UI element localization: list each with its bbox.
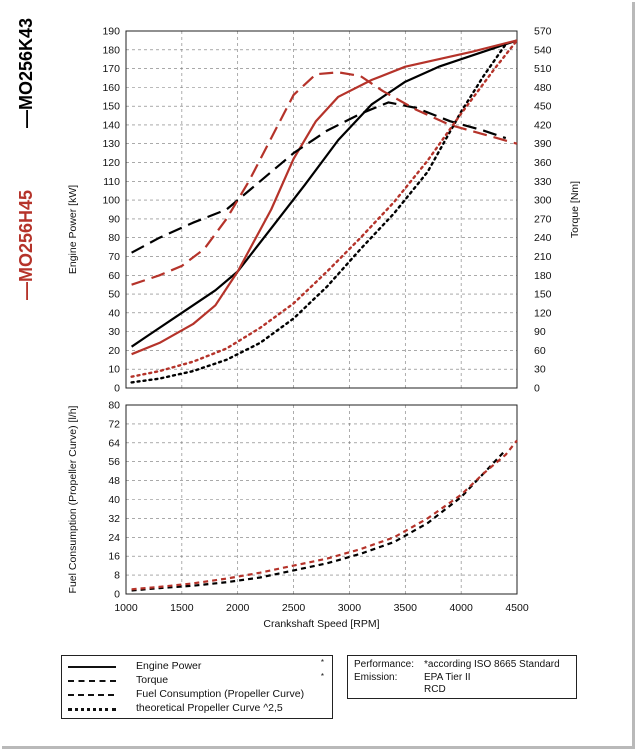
y-tick-label-left: 130 <box>102 138 120 150</box>
x-tick-label: 2000 <box>226 602 250 614</box>
legend-star: * <box>320 672 324 681</box>
y-tick-label-left: 0 <box>114 383 120 395</box>
fuel-series-line-red-short-dash <box>131 439 518 591</box>
info-box: Performance: *according ISO 8665 Standar… <box>347 655 577 699</box>
plot-frame-upper <box>125 30 518 389</box>
legend-item-engine-power: Engine Power * <box>68 658 328 673</box>
y-tick-label-right: 120 <box>534 307 552 319</box>
y-tick-label-right: 480 <box>534 82 552 94</box>
y-tick-label-right: 540 <box>534 44 552 56</box>
y-axis-title-lower: Fuel Consumption (Propeller Curve) [l/h] <box>67 405 79 593</box>
y-tick-label-left: 110 <box>103 176 120 188</box>
performance-value: *according ISO 8665 Standard <box>424 659 560 670</box>
y-tick-label-left: 60 <box>108 270 120 282</box>
y-tick-label-left: 40 <box>108 307 120 319</box>
y-tick-label-right: 90 <box>534 326 546 338</box>
legend-swatch-dash <box>68 680 116 682</box>
legend-label: Engine Power <box>136 660 202 672</box>
y-tick-label-right: 270 <box>534 213 552 225</box>
y-tick-label-left: 150 <box>102 101 120 113</box>
fuel-series-line-black-short-dash <box>131 449 507 592</box>
y-tick-label-right: 450 <box>534 101 552 113</box>
x-tick-label: 1500 <box>170 602 194 614</box>
series-line-red-solid <box>131 39 518 356</box>
y-tick-label-lower: 8 <box>114 570 120 582</box>
model-labels: —MO256K43 —MO256H45 <box>16 0 46 320</box>
x-tick-label: 2500 <box>282 602 306 614</box>
x-tick-label: 4500 <box>505 602 529 614</box>
y-tick-label-lower: 40 <box>108 494 120 506</box>
x-tick-label: 3500 <box>394 602 418 614</box>
y-tick-label-right: 510 <box>534 63 552 75</box>
legend-swatch-solid <box>68 666 116 668</box>
y-tick-label-left: 100 <box>102 195 120 207</box>
series-line-black-solid <box>130 39 518 348</box>
legend-swatch-dot <box>68 708 116 711</box>
plot-frame-lower <box>125 404 518 595</box>
y-tick-label-right: 60 <box>534 345 546 357</box>
y-tick-label-left: 160 <box>102 82 120 94</box>
y-tick-label-lower: 32 <box>108 513 120 525</box>
y-tick-label-left: 30 <box>108 326 120 338</box>
legend-label: Fuel Consumption (Propeller Curve) <box>136 688 305 700</box>
y-tick-label-right: 330 <box>534 176 552 188</box>
y-tick-label-left: 120 <box>102 157 120 169</box>
y-tick-label-left: 90 <box>108 213 120 225</box>
legend-item-propeller-curve: theoretical Propeller Curve ^2,5 <box>68 702 328 715</box>
performance-label: Performance: <box>354 659 415 670</box>
y-tick-label-right: 150 <box>534 289 552 301</box>
y-tick-label-left: 170 <box>102 63 120 75</box>
series-line-red-dot <box>130 39 519 378</box>
y-tick-label-lower: 72 <box>108 418 120 430</box>
x-axis-title: Crankshaft Speed [RPM] <box>263 618 379 630</box>
y-axis-title-right: Torque [Nm] <box>569 181 581 238</box>
y-tick-label-right: 360 <box>534 157 552 169</box>
y-tick-label-right: 570 <box>534 26 552 38</box>
y-tick-label-left: 70 <box>108 251 120 263</box>
legend-label: theoretical Propeller Curve ^2,5 <box>136 702 283 714</box>
legend-item-fuel-consumption: Fuel Consumption (Propeller Curve) <box>68 688 328 701</box>
y-tick-label-lower: 24 <box>108 532 120 544</box>
emission-value-rcd: RCD <box>424 684 446 695</box>
y-tick-label-left: 180 <box>102 44 120 56</box>
legend-label: Torque <box>136 674 169 686</box>
y-tick-label-right: 30 <box>534 364 546 376</box>
y-tick-label-right: 420 <box>534 119 552 131</box>
emission-label: Emission: <box>354 672 398 683</box>
y-tick-label-lower: 0 <box>114 589 120 601</box>
y-tick-label-left: 80 <box>108 232 120 244</box>
legend-swatch-short-dash <box>68 694 114 696</box>
emission-value: EPA Tier II <box>424 672 471 683</box>
model-label-black: —MO256K43 <box>16 17 36 128</box>
legend-star: * <box>320 658 324 667</box>
y-tick-label-lower: 64 <box>108 437 120 449</box>
y-tick-label-left: 140 <box>102 119 120 131</box>
series-line-black-dot <box>130 43 507 384</box>
y-tick-label-right: 300 <box>534 195 552 207</box>
legend: Engine Power * Torque * Fuel Consumption… <box>61 655 333 719</box>
y-tick-label-left: 50 <box>108 289 120 301</box>
y-axis-title-left: Engine Power [kW] <box>67 185 79 274</box>
y-tick-label-left: 190 <box>102 26 120 38</box>
y-tick-label-lower: 80 <box>108 400 120 412</box>
x-tick-label: 1000 <box>114 602 138 614</box>
y-tick-label-lower: 16 <box>108 551 120 563</box>
y-tick-label-right: 390 <box>534 138 552 150</box>
y-tick-label-left: 20 <box>108 345 120 357</box>
x-tick-label: 3000 <box>338 602 362 614</box>
y-tick-label-right: 0 <box>534 383 540 395</box>
x-tick-label: 4000 <box>449 602 473 614</box>
y-tick-label-right: 180 <box>534 270 552 282</box>
y-tick-label-right: 210 <box>534 251 552 263</box>
series-line-black-dash <box>131 101 507 254</box>
legend-item-torque: Torque * <box>68 672 328 687</box>
y-tick-label-lower: 56 <box>108 456 120 468</box>
y-tick-label-lower: 48 <box>108 475 120 487</box>
y-tick-label-right: 240 <box>534 232 552 244</box>
model-label-red: —MO256H45 <box>16 189 36 300</box>
y-tick-label-left: 10 <box>108 364 120 376</box>
series-line-red-dash <box>131 71 518 286</box>
